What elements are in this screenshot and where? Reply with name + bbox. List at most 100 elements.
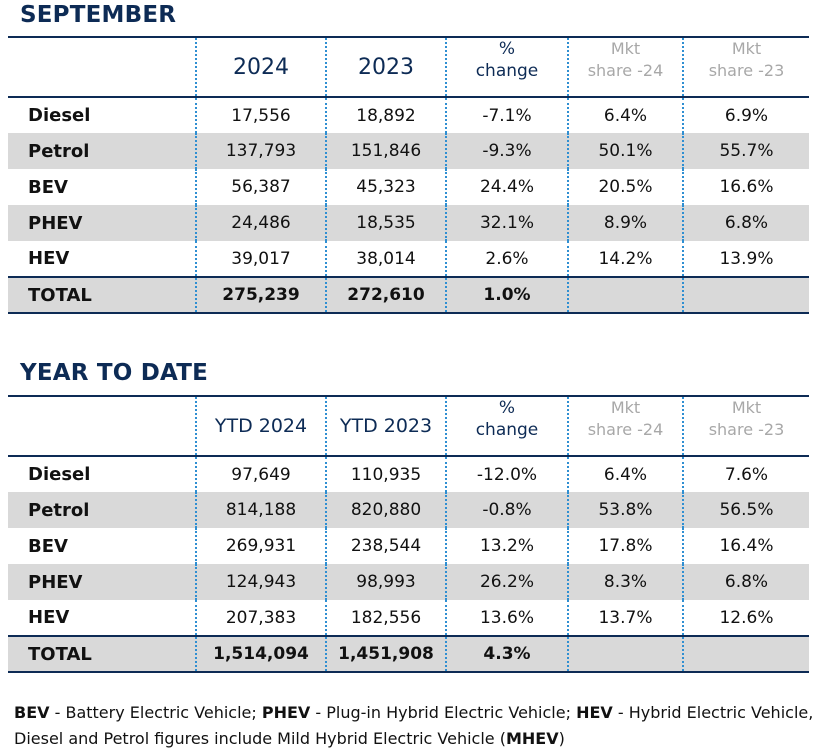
cell-pct: 26.2% bbox=[445, 564, 568, 600]
table-row: Petrol 814,188 820,880 -0.8% 53.8% 56.5% bbox=[8, 492, 809, 528]
september-header-row: 2024 2023 % change Mkt share -24 Mkt share … bbox=[8, 36, 809, 97]
total-cell-pct: 4.3% bbox=[445, 635, 568, 673]
table-row: Petrol 137,793 151,846 -9.3% 50.1% 55.7% bbox=[8, 133, 809, 169]
table-row: BEV 269,931 238,544 13.2% 17.8% 16.4% bbox=[8, 528, 809, 564]
september-col-2024: 2024 bbox=[195, 36, 326, 97]
cell-y2: 38,014 bbox=[325, 241, 446, 277]
september-table: 2024 2023 % change Mkt share -24 Mkt share … bbox=[8, 36, 809, 314]
september-col-mkt23: Mkt share -23 bbox=[682, 36, 809, 97]
cell-pct: 2.6% bbox=[445, 241, 568, 277]
ytd-header-row: YTD 2024 YTD 2023 % change Mkt share -24 M… bbox=[8, 395, 809, 456]
september-col-2023: 2023 bbox=[325, 36, 446, 97]
cell-pct: -0.8% bbox=[445, 492, 568, 528]
ytd-col-mkt24: Mkt share -24 bbox=[567, 395, 683, 456]
footnote-line-2: Diesel and Petrol figures include Mild H… bbox=[14, 729, 565, 748]
september-col-pct: % change bbox=[445, 36, 568, 97]
table-row: Diesel 97,649 110,935 -12.0% 6.4% 7.6% bbox=[8, 455, 809, 492]
cell-mkt1: 6.4% bbox=[567, 96, 683, 133]
total-cell-mkt1 bbox=[567, 276, 683, 314]
row-label: Petrol bbox=[8, 492, 196, 528]
cell-mkt1: 17.8% bbox=[567, 528, 683, 564]
row-label: BEV bbox=[28, 176, 68, 198]
ytd-col-2024: YTD 2024 bbox=[195, 395, 326, 456]
cell-y1: 56,387 bbox=[195, 169, 326, 205]
cell-mkt1: 50.1% bbox=[567, 133, 683, 169]
table-row: PHEV 124,943 98,993 26.2% 8.3% 6.8% bbox=[8, 564, 809, 600]
cell-mkt2: 12.6% bbox=[682, 600, 809, 636]
cell-y2: 182,556 bbox=[325, 600, 446, 636]
row-label: HEV bbox=[28, 248, 70, 269]
cell-y2: 238,544 bbox=[325, 528, 446, 564]
row-label: PHEV bbox=[8, 205, 196, 241]
footnote: BEV - Battery Electric Vehicle; PHEV - P… bbox=[14, 700, 813, 752]
cell-pct: -9.3% bbox=[445, 133, 568, 169]
september-title: SEPTEMBER bbox=[20, 2, 177, 28]
footnote-line-1: BEV - Battery Electric Vehicle; PHEV - P… bbox=[14, 703, 814, 722]
cell-mkt2: 56.5% bbox=[682, 492, 809, 528]
table-row: Diesel 17,556 18,892 -7.1% 6.4% 6.9% bbox=[8, 96, 809, 133]
cell-y1: 124,943 bbox=[195, 564, 326, 600]
total-cell-pct: 1.0% bbox=[445, 276, 568, 314]
row-label: Diesel bbox=[8, 455, 196, 492]
total-cell-y1: 275,239 bbox=[195, 276, 326, 314]
total-cell-mkt2 bbox=[682, 635, 809, 673]
ytd-col-2023: YTD 2023 bbox=[325, 395, 446, 456]
ytd-table: YTD 2024 YTD 2023 % change Mkt share -24 M… bbox=[8, 395, 809, 673]
cell-pct: -7.1% bbox=[445, 96, 568, 133]
cell-mkt1: 8.3% bbox=[567, 564, 683, 600]
total-cell-y2: 1,451,908 bbox=[325, 635, 446, 673]
row-label: Diesel bbox=[8, 96, 196, 133]
cell-y1: 97,649 bbox=[195, 455, 326, 492]
row-label: HEV bbox=[28, 607, 70, 628]
cell-y1: 17,556 bbox=[195, 96, 326, 133]
total-row: TOTAL 1,514,094 1,451,908 4.3% bbox=[8, 635, 809, 673]
cell-mkt1: 20.5% bbox=[567, 169, 683, 205]
cell-mkt2: 6.9% bbox=[682, 96, 809, 133]
cell-y2: 98,993 bbox=[325, 564, 446, 600]
cell-pct: 13.6% bbox=[445, 600, 568, 636]
total-cell-mkt2 bbox=[682, 276, 809, 314]
september-col-mkt24: Mkt share -24 bbox=[567, 36, 683, 97]
row-label: BEV bbox=[28, 535, 68, 557]
cell-y2: 151,846 bbox=[325, 133, 446, 169]
cell-y1: 137,793 bbox=[195, 133, 326, 169]
total-label: TOTAL bbox=[8, 276, 196, 314]
table-row: HEV 207,383 182,556 13.6% 13.7% 12.6% bbox=[8, 600, 809, 636]
cell-mkt2: 55.7% bbox=[682, 133, 809, 169]
cell-mkt1: 6.4% bbox=[567, 455, 683, 492]
total-cell-mkt1 bbox=[567, 635, 683, 673]
total-label: TOTAL bbox=[8, 635, 196, 673]
cell-mkt1: 14.2% bbox=[567, 241, 683, 277]
cell-y1: 814,188 bbox=[195, 492, 326, 528]
cell-pct: 32.1% bbox=[445, 205, 568, 241]
cell-mkt1: 13.7% bbox=[567, 600, 683, 636]
cell-y1: 269,931 bbox=[195, 528, 326, 564]
cell-y1: 39,017 bbox=[195, 241, 326, 277]
cell-mkt2: 16.6% bbox=[682, 169, 809, 205]
table-row: HEV 39,017 38,014 2.6% 14.2% 13.9% bbox=[8, 241, 809, 277]
cell-y2: 110,935 bbox=[325, 455, 446, 492]
ytd-col-pct: % change bbox=[445, 395, 568, 456]
table-row: BEV 56,387 45,323 24.4% 20.5% 16.6% bbox=[8, 169, 809, 205]
cell-mkt2: 7.6% bbox=[682, 455, 809, 492]
row-label: Petrol bbox=[8, 133, 196, 169]
cell-mkt1: 53.8% bbox=[567, 492, 683, 528]
ytd-title: YEAR TO DATE bbox=[20, 360, 209, 386]
cell-mkt1: 8.9% bbox=[567, 205, 683, 241]
cell-y2: 820,880 bbox=[325, 492, 446, 528]
cell-mkt2: 16.4% bbox=[682, 528, 809, 564]
cell-pct: 13.2% bbox=[445, 528, 568, 564]
cell-mkt2: 6.8% bbox=[682, 205, 809, 241]
cell-mkt2: 6.8% bbox=[682, 564, 809, 600]
row-label: PHEV bbox=[8, 564, 196, 600]
total-cell-y2: 272,610 bbox=[325, 276, 446, 314]
cell-y2: 45,323 bbox=[325, 169, 446, 205]
cell-pct: -12.0% bbox=[445, 455, 568, 492]
cell-mkt2: 13.9% bbox=[682, 241, 809, 277]
cell-y2: 18,535 bbox=[325, 205, 446, 241]
table-row: PHEV 24,486 18,535 32.1% 8.9% 6.8% bbox=[8, 205, 809, 241]
total-cell-y1: 1,514,094 bbox=[195, 635, 326, 673]
cell-pct: 24.4% bbox=[445, 169, 568, 205]
cell-y2: 18,892 bbox=[325, 96, 446, 133]
ytd-col-mkt23: Mkt share -23 bbox=[682, 395, 809, 456]
